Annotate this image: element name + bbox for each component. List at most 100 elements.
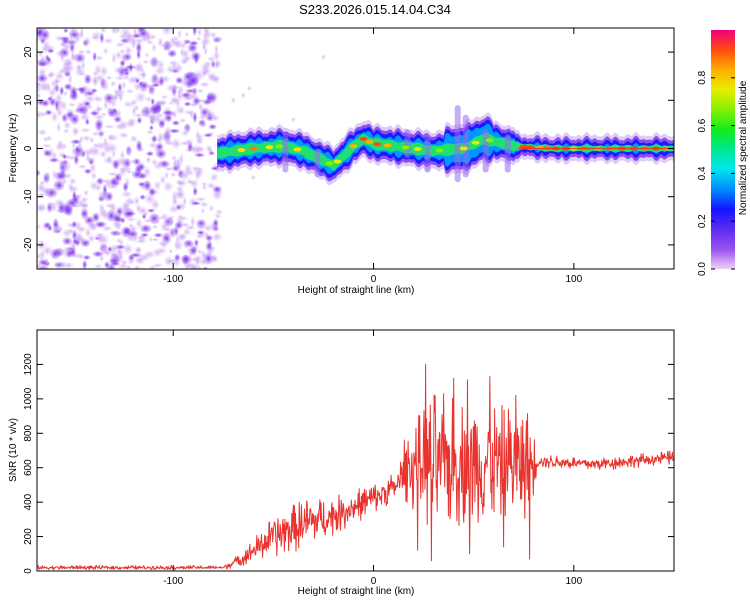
noise-speckle: [151, 135, 158, 143]
snr-frame: [36, 329, 675, 572]
noise-speckle: [79, 28, 84, 39]
noise-speckle: [51, 225, 59, 235]
noise-speckle: [195, 36, 202, 41]
noise-speckle: [194, 239, 199, 247]
snr-y-tick-label: 0: [23, 568, 34, 574]
noise-speckle: [41, 143, 53, 148]
noise-speckle: [135, 41, 142, 54]
noise-speckle: [199, 201, 209, 208]
noise-speckle: [187, 178, 192, 185]
spectrogram-x-tick-label: 100: [565, 274, 582, 285]
noise-speckle: [107, 98, 113, 107]
hot-spot: [275, 144, 284, 149]
noise-speckle: [204, 28, 212, 40]
noise-speckle: [48, 157, 60, 163]
noise-speckle: [37, 262, 44, 269]
noise-speckle: [182, 228, 192, 236]
noise-speckle: [121, 80, 127, 90]
noise-speckle: [137, 181, 146, 187]
noise-speckle: [147, 208, 156, 213]
noise-speckle: [72, 125, 78, 137]
spectral-plume: [504, 134, 511, 173]
noise-speckle: [37, 204, 47, 213]
noise-speckle: [209, 31, 218, 39]
noise-speckle: [159, 215, 164, 221]
noise-speckle: [156, 131, 165, 144]
noise-speckle: [69, 113, 80, 125]
noise-speckle: [110, 261, 121, 267]
snr-x-label: Height of straight line (km): [298, 586, 415, 597]
noise-speckle: [62, 237, 73, 246]
hot-spot: [485, 138, 494, 143]
noise-speckle: [135, 140, 143, 152]
noise-speckle: [192, 186, 198, 197]
noise-speckle: [63, 121, 71, 130]
hot-spot: [349, 144, 358, 149]
noise-speckle: [37, 73, 48, 83]
noise-speckle: [148, 236, 153, 243]
noise-speckle: [106, 264, 113, 269]
noise-speckle: [195, 233, 204, 239]
noise-speckle: [120, 166, 128, 173]
noise-speckle: [206, 240, 213, 252]
spectrogram-x-label: Height of straight line (km): [298, 285, 415, 296]
noise-speckle: [175, 76, 184, 85]
noise-speckle: [152, 224, 159, 229]
noise-speckle: [171, 120, 180, 126]
noise-speckle: [110, 177, 118, 187]
spectral-plume: [482, 129, 489, 173]
noise-speckle: [125, 89, 134, 94]
noise-speckle: [94, 183, 102, 192]
noise-speckle: [133, 195, 140, 206]
noise-speckle: [197, 265, 202, 269]
noise-speckle: [60, 142, 68, 151]
noise-speckle: [49, 201, 58, 213]
snr-x-tick-label: -100: [163, 576, 183, 587]
noise-speckle: [320, 53, 326, 60]
noise-speckle: [46, 72, 55, 79]
noise-speckle: [204, 108, 213, 120]
noise-speckle: [62, 64, 73, 75]
hot-spot: [471, 140, 480, 145]
noise-speckle: [170, 171, 177, 178]
noise-speckle: [141, 69, 147, 81]
noise-speckle: [194, 152, 205, 158]
spectral-plume: [462, 114, 469, 178]
noise-speckle: [153, 114, 163, 125]
noise-speckle: [57, 226, 64, 231]
noise-speckle: [99, 32, 105, 44]
noise-speckle: [182, 195, 187, 207]
noise-speckle: [142, 180, 152, 192]
noise-speckle: [121, 53, 128, 64]
noise-speckle: [133, 264, 141, 269]
colorbar: 0.0 0.2 0.4 0.6 0.8 Normalized spectral ampl…: [697, 30, 749, 276]
noise-speckle: [48, 88, 57, 97]
noise-speckle: [192, 111, 198, 123]
noise-speckle: [95, 55, 104, 61]
noise-speckle: [37, 92, 41, 100]
noise-speckle: [113, 89, 121, 97]
noise-speckle: [107, 133, 114, 141]
noise-speckle: [134, 105, 140, 112]
noise-speckle: [154, 101, 162, 113]
noise-speckle: [78, 86, 86, 95]
noise-speckle: [92, 51, 97, 62]
noise-speckle: [123, 70, 130, 76]
noise-speckle: [83, 189, 89, 197]
noise-speckle: [150, 237, 160, 242]
snr-x-ticks: -100 0 100: [163, 330, 583, 587]
noise-speckle: [84, 156, 97, 162]
noise-speckle: [145, 96, 152, 103]
noise-speckle: [56, 103, 62, 113]
noise-speckle: [163, 140, 175, 146]
noise-speckle: [165, 113, 173, 123]
noise-speckle: [134, 91, 147, 104]
noise-speckle: [179, 118, 187, 123]
noise-speckle: [66, 155, 78, 161]
noise-speckle: [196, 137, 203, 145]
noise-speckle: [195, 223, 207, 231]
noise-speckle: [202, 45, 207, 51]
noise-speckle: [92, 95, 104, 103]
noise-speckle: [112, 108, 118, 114]
noise-speckle: [110, 28, 118, 35]
